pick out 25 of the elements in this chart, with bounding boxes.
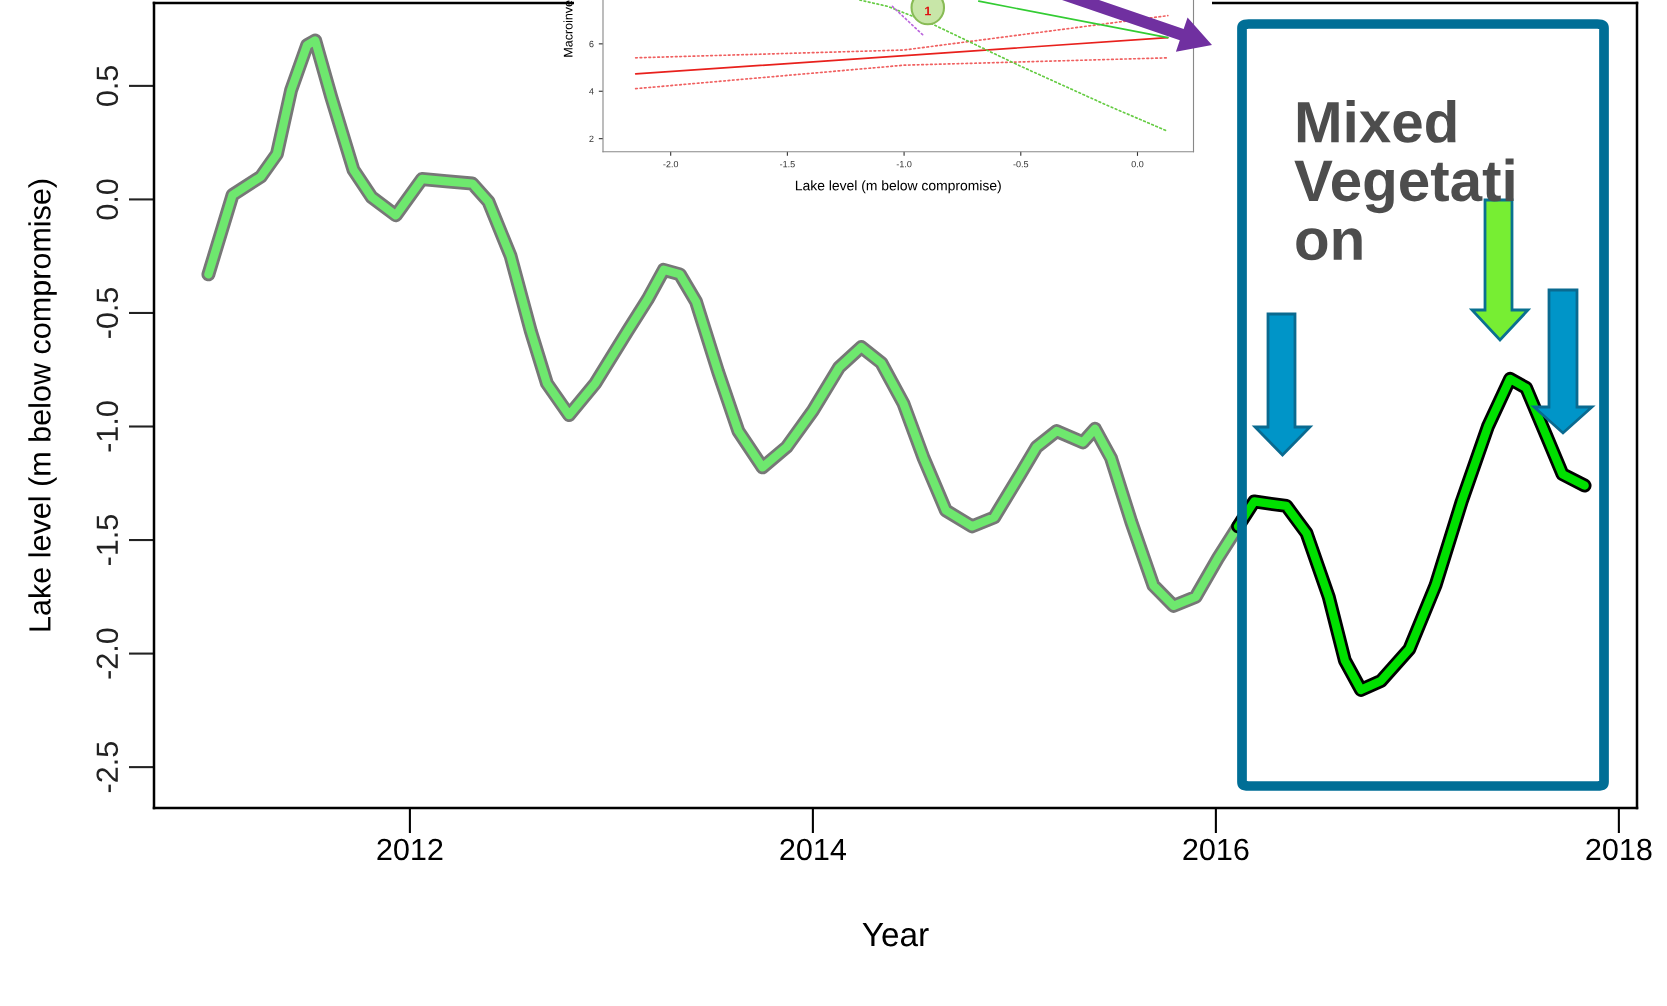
y-tick-label: -2.0	[96, 628, 119, 679]
y-tick-label: 4	[589, 88, 594, 95]
x-axis-title: Lake level (m below compromise)	[795, 180, 1001, 194]
y-axis-title: Lake level (m below compromise)	[28, 179, 57, 631]
y-tick-label: -1.5	[96, 515, 119, 566]
annotation: Mixed Vegetati on	[1294, 100, 1514, 261]
x-tick-label: 2014	[780, 838, 846, 861]
y-tick-label: 6	[589, 40, 594, 48]
x-tick-label: -2.0	[663, 160, 679, 168]
y-tick-label: -0.5	[96, 287, 119, 338]
x-tick-label: -0.5	[1013, 160, 1029, 168]
y-tick-label: -2.5	[96, 742, 119, 793]
y-tick-label: -1.0	[96, 401, 119, 452]
x-tick-label: 2012	[377, 838, 443, 861]
x-tick-label: -1.0	[896, 160, 912, 168]
y-axis-title: Macroinve	[563, 0, 573, 57]
y-tick-label: 2	[589, 135, 594, 142]
y-tick-label: 0.5	[96, 65, 119, 106]
line-series	[858, 0, 1169, 133]
x-tick-label: -1.5	[780, 161, 795, 168]
x-axis-title: Year	[862, 923, 929, 947]
x-tick-label: 2016	[1183, 838, 1249, 861]
x-tick-label: 2018	[1586, 838, 1652, 861]
x-tick-label: 0.0	[1131, 160, 1144, 168]
annotation: 1	[925, 6, 931, 16]
